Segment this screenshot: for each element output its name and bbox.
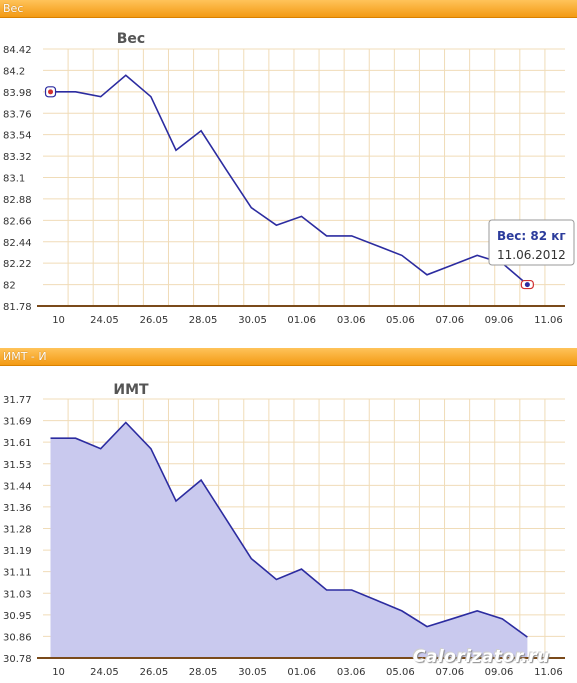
x-tick-label: 11.06 [534, 315, 563, 326]
x-tick-label: 28.05 [189, 667, 218, 678]
x-tick-label: 28.05 [189, 315, 218, 326]
series-line [50, 421, 528, 638]
y-tick-label: 31.28 [3, 525, 32, 536]
y-tick-label: 31.44 [3, 481, 32, 492]
y-tick-label: 84.2 [3, 66, 25, 77]
y-tick-label: 82.66 [3, 216, 32, 227]
x-tick-label: 26.05 [140, 667, 169, 678]
x-tick-label: 07.06 [435, 667, 464, 678]
y-tick-label: 82.88 [3, 195, 32, 206]
x-tick-label: 07.06 [435, 315, 464, 326]
y-tick-label: 31.69 [3, 417, 32, 428]
tooltip-box [488, 219, 575, 266]
series-line [50, 74, 528, 286]
tooltip-title: Вес: 82 кг [497, 229, 566, 243]
x-tick-label: 10 [52, 315, 65, 326]
bmi-chart: 31.77 31.69 31.61 31.53 31.44 31.36 31.28 31.19… [3, 382, 565, 678]
grid-lines [43, 48, 565, 307]
x-tick-label: 09.06 [485, 315, 514, 326]
x-tick-label: 10 [52, 667, 65, 678]
chart-title: Вес [117, 31, 145, 47]
y-tick-label: 83.1 [3, 174, 25, 185]
y-tick-label: 83.54 [3, 131, 32, 142]
y-tick-label: 30.95 [3, 611, 32, 622]
y-tick-label: 30.78 [3, 654, 32, 665]
x-tick-label: 05.06 [386, 315, 415, 326]
y-tick-label: 31.77 [3, 395, 32, 406]
start-point-dot [48, 89, 54, 95]
y-tick-label: 31.36 [3, 503, 32, 514]
x-tick-label: 30.05 [238, 315, 267, 326]
y-tick-label: 31.53 [3, 460, 32, 471]
x-tick-label: 26.05 [140, 315, 169, 326]
y-tick-label: 83.76 [3, 109, 32, 120]
x-tick-label: 01.06 [287, 667, 316, 678]
y-tick-label: 82 [3, 281, 16, 292]
y-tick-label: 82.44 [3, 238, 32, 249]
x-tick-label: 03.06 [337, 667, 366, 678]
y-tick-label: 84.42 [3, 45, 32, 56]
weight-panel-header: Вес [0, 0, 577, 18]
y-tick-label: 83.32 [3, 152, 32, 163]
chart-title: ИМТ [113, 382, 149, 398]
series-area [50, 422, 528, 658]
x-tick-label: 03.06 [337, 315, 366, 326]
x-tick-label: 09.06 [485, 667, 514, 678]
selected-point-dot [524, 282, 530, 288]
y-tick-label: 31.11 [3, 568, 32, 579]
weight-panel-title: Вес [3, 2, 24, 15]
y-tick-label: 81.78 [3, 302, 32, 313]
y-tick-label: 82.22 [3, 259, 32, 270]
x-tick-label: 01.06 [287, 315, 316, 326]
weight-chart: 84.42 84.2 83.98 83.76 83.54 83.32 83.1 82.88 82… [3, 31, 575, 326]
x-tick-label: 24.05 [90, 315, 119, 326]
x-tick-label: 11.06 [534, 667, 563, 678]
tooltip-date: 11.06.2012 [497, 248, 566, 262]
y-tick-label: 31.03 [3, 589, 32, 600]
bmi-panel-title: ИМТ - И [3, 350, 47, 363]
tooltip: Вес: 82 кг 11.06.2012 [488, 219, 575, 266]
bmi-panel-header: ИМТ - И [0, 348, 577, 366]
x-tick-label: 24.05 [90, 667, 119, 678]
y-tick-label: 30.86 [3, 632, 32, 643]
watermark: Calorizator.ru [413, 647, 550, 667]
x-tick-label: 05.06 [386, 667, 415, 678]
y-tick-label: 31.19 [3, 546, 32, 557]
y-tick-label: 83.98 [3, 88, 32, 99]
y-tick-label: 31.61 [3, 438, 32, 449]
x-tick-label: 30.05 [238, 667, 267, 678]
